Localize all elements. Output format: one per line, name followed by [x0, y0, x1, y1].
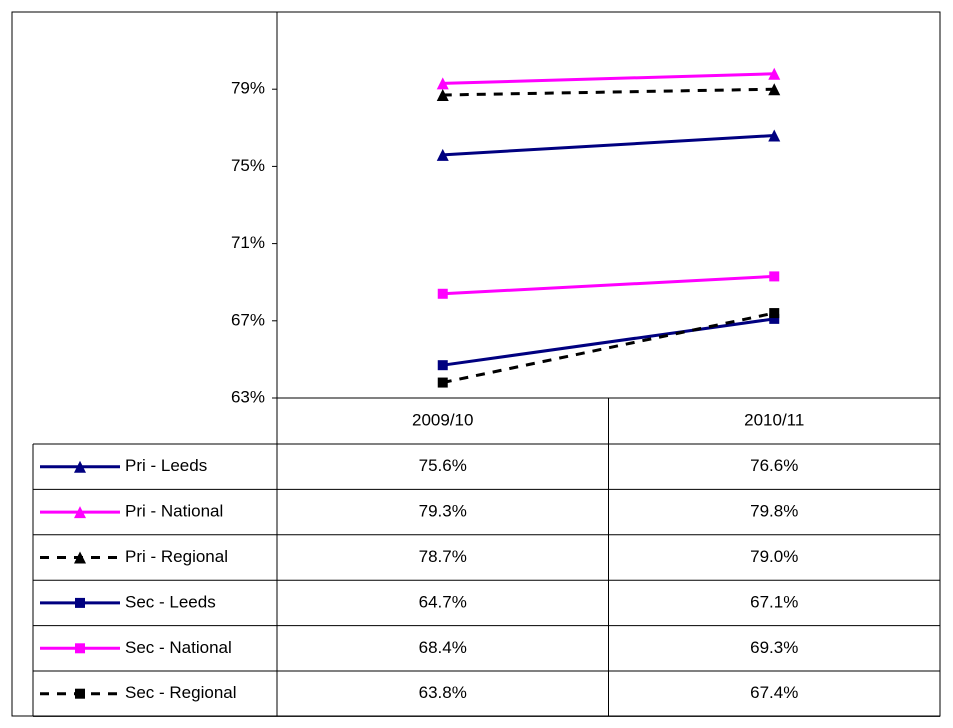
marker — [74, 551, 86, 564]
chart-frame — [11, 11, 941, 717]
table-value: 76.6% — [750, 456, 798, 475]
series-line — [442, 72, 775, 85]
marker — [769, 308, 780, 319]
marker — [75, 643, 85, 654]
table-value: 67.1% — [750, 592, 798, 611]
marker — [768, 129, 781, 142]
marker — [436, 77, 449, 90]
marker — [768, 67, 781, 80]
marker — [769, 271, 780, 282]
marker — [768, 83, 781, 96]
y-tick-label: 75% — [231, 156, 265, 175]
series-line — [442, 134, 775, 157]
table-value: 68.4% — [419, 638, 467, 657]
marker — [437, 288, 448, 299]
legend-label: Pri - National — [125, 502, 223, 521]
table-value: 63.8% — [419, 683, 467, 702]
legend-label: Pri - Regional — [125, 547, 228, 566]
series-line — [442, 87, 775, 97]
marker — [437, 377, 448, 388]
series-line — [442, 317, 775, 367]
legend-label: Sec - National — [125, 638, 232, 657]
table-value: 78.7% — [419, 547, 467, 566]
y-tick-label: 63% — [231, 387, 265, 406]
table-value: 79.3% — [419, 502, 467, 521]
table-value: 79.8% — [750, 502, 798, 521]
marker — [437, 360, 448, 371]
x-tick-label: 2009/10 — [412, 410, 473, 429]
y-tick-label: 79% — [231, 79, 265, 98]
table-value: 75.6% — [419, 456, 467, 475]
marker — [74, 460, 86, 473]
table-value: 79.0% — [750, 547, 798, 566]
table-value: 64.7% — [419, 592, 467, 611]
x-tick-label: 2010/11 — [744, 410, 804, 429]
marker — [74, 506, 86, 519]
marker — [436, 88, 449, 101]
series-line — [442, 311, 775, 385]
legend-label: Sec - Regional — [125, 683, 237, 702]
marker — [436, 148, 449, 161]
marker — [769, 313, 780, 324]
series-line — [442, 274, 775, 296]
y-tick-label: 71% — [231, 233, 265, 252]
legend-label: Pri - Leeds — [125, 456, 207, 475]
marker — [75, 688, 85, 699]
y-tick-label: 67% — [231, 310, 265, 329]
marker — [75, 597, 85, 608]
legend-label: Sec - Leeds — [125, 592, 216, 611]
table-value: 69.3% — [750, 638, 798, 657]
table-value: 67.4% — [750, 683, 798, 702]
